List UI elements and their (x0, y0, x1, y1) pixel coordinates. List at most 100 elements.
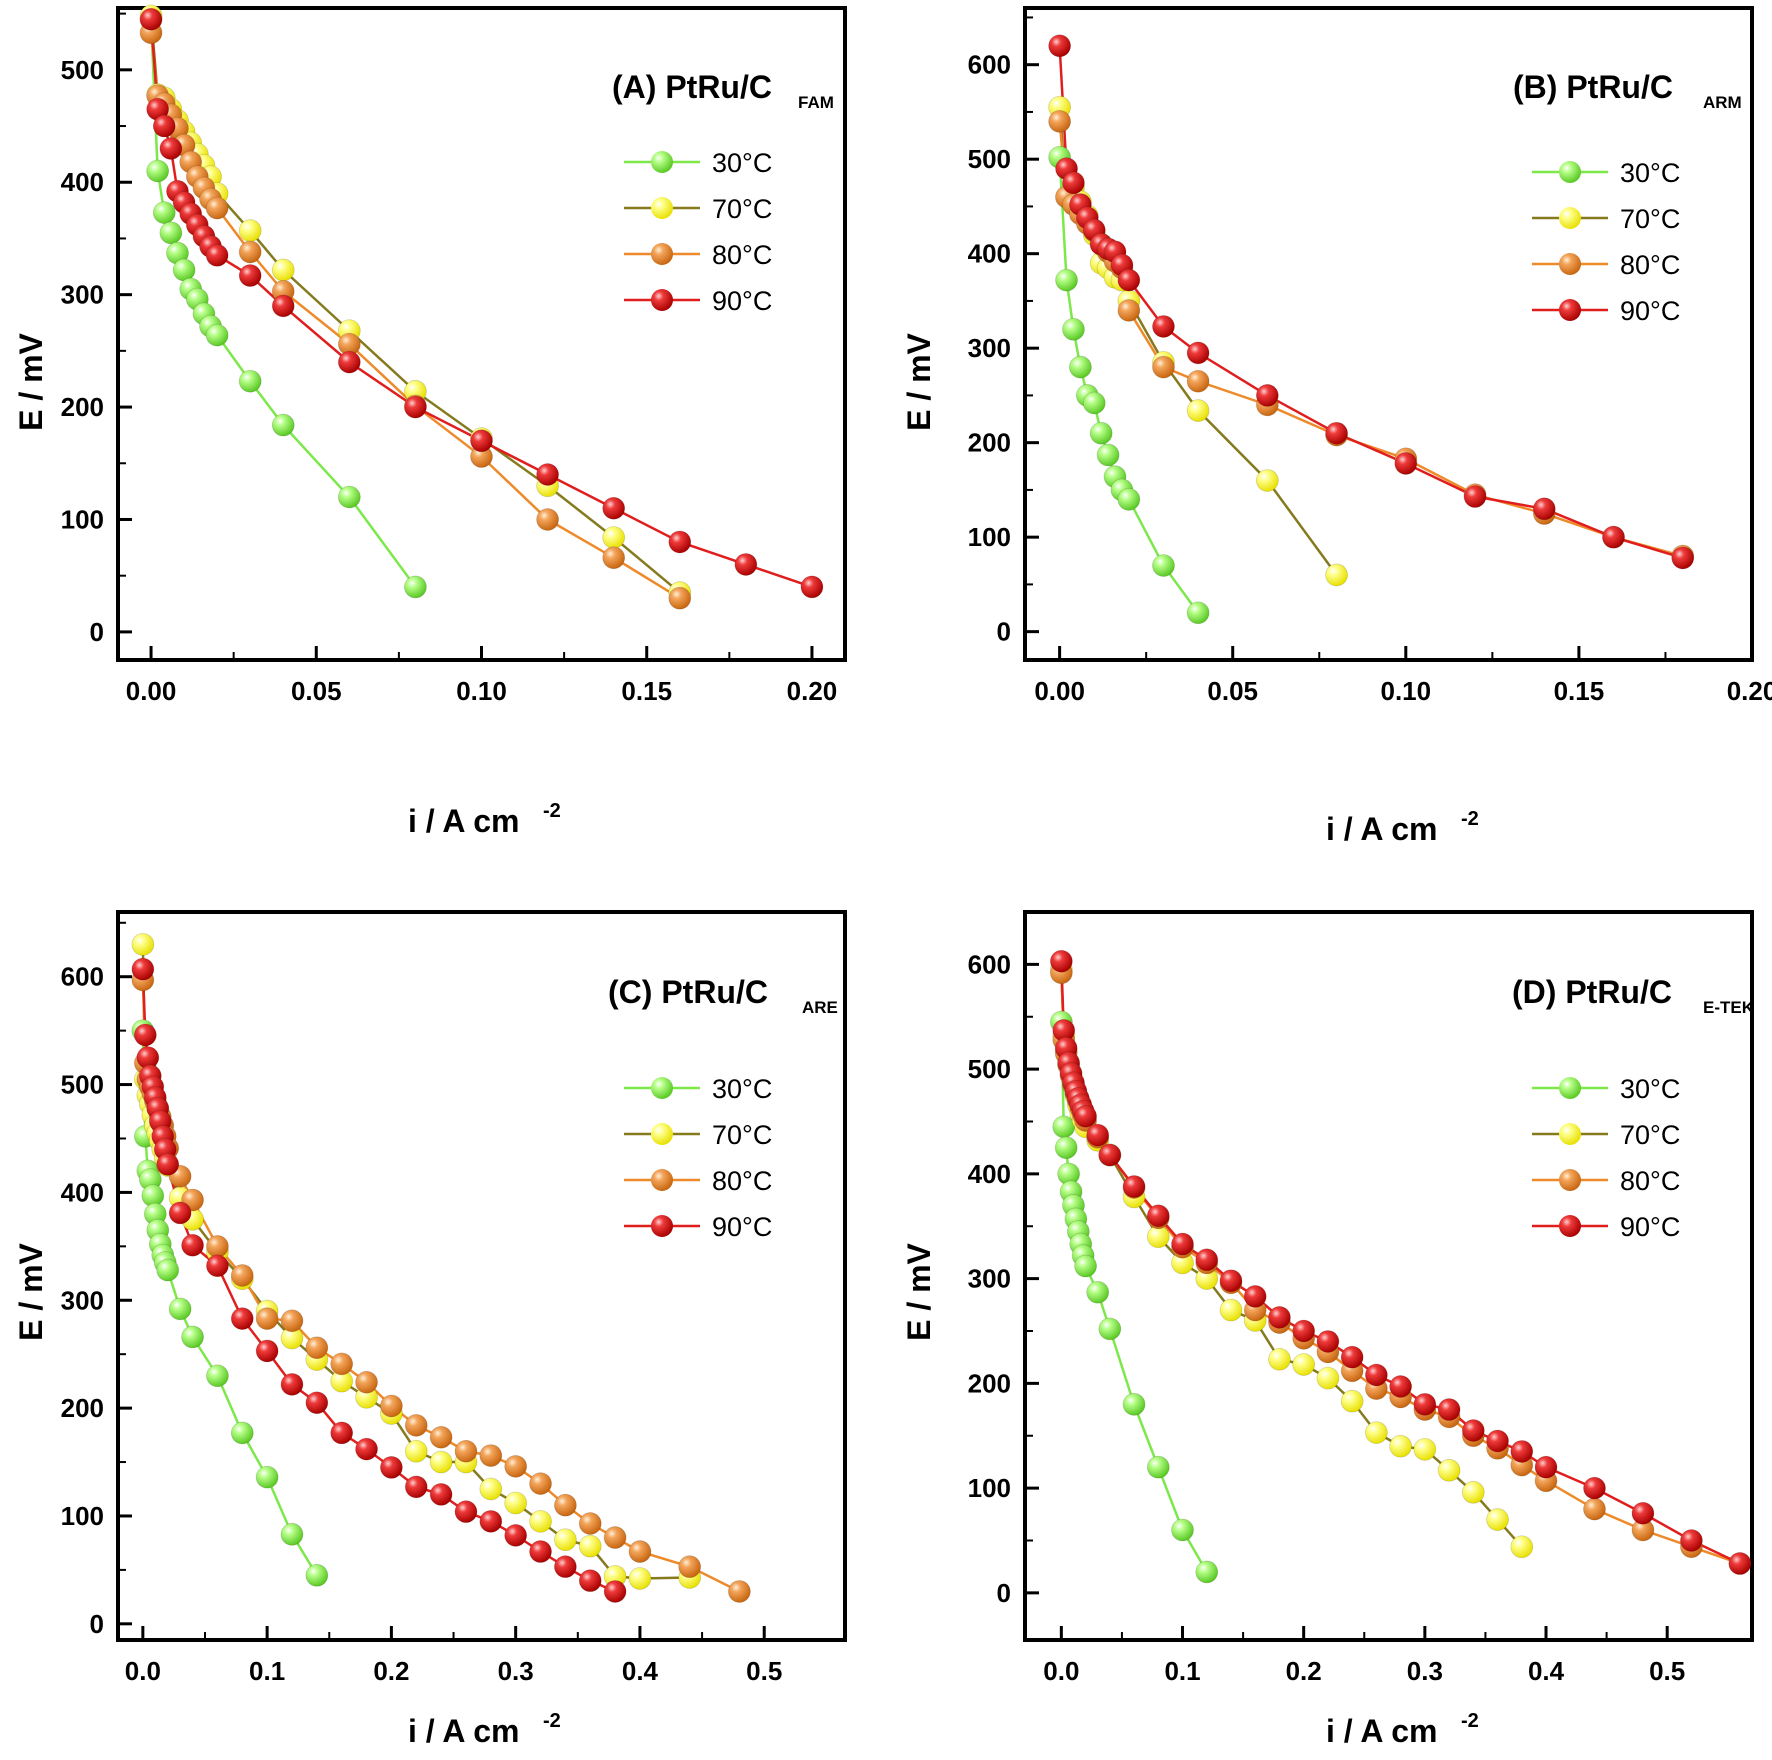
panel-c-legend-label-0: 30°C (712, 1074, 772, 1104)
panel-d-title-subscript: E-TEK (1703, 998, 1755, 1017)
panel-c-series-3-point (479, 1509, 503, 1533)
panel-c-series-2-point (230, 1264, 254, 1287)
panel-a-legend-label-1: 70°C (712, 194, 772, 224)
panel-c-series-3-point (380, 1456, 403, 1479)
panel-b-legend-marker-0 (1559, 161, 1581, 183)
panel-b-series-3-point (1394, 452, 1418, 475)
panel-c-series-1-point (628, 1567, 652, 1590)
panel-b-series-0-point (1117, 487, 1141, 511)
panel-a: (A) PtRu/C FAM i / A cm -2 E / mV 0.00 0.… (13, 4, 847, 839)
panel-d-y-tick-label: 400 (968, 1159, 1011, 1189)
panel-a-y-tick-label: 100 (61, 504, 104, 534)
panel-a-x-tick-label: 0.00 (126, 676, 177, 706)
panel-c-series-3-point (255, 1339, 279, 1363)
panel-c-series-2-point (404, 1413, 428, 1437)
panel-d-legend-marker-0 (1559, 1077, 1581, 1099)
panel-d-series-3-point (1680, 1529, 1703, 1552)
panel-d-title: (D) PtRu/C (1512, 974, 1672, 1010)
panel-c-series-0-point (156, 1258, 180, 1282)
panel-b-series-1-point (1325, 563, 1348, 587)
panel-d-y-tick-label: 300 (968, 1264, 1011, 1294)
panel-c-series-1-point (479, 1477, 503, 1501)
panel-a-series-3-point (238, 264, 262, 287)
panel-c-series-2-point (305, 1336, 329, 1360)
panel-c-series-1-point (578, 1534, 602, 1558)
panel-a-series-3-point (800, 575, 824, 599)
panel-d-series-1-point (1268, 1347, 1291, 1371)
panel-c-x-tick-label: 0.3 (498, 1656, 534, 1686)
panel-b-series-1-point (1186, 399, 1210, 422)
panel-a-y-tick-label: 400 (61, 167, 104, 197)
panel-d-series-3-point (1389, 1375, 1413, 1398)
panel-c-legend-marker-1 (651, 1123, 673, 1145)
panel-d-series-3-point (1413, 1392, 1437, 1416)
panel-b-series-3-point (1152, 315, 1175, 338)
panel-c-series-3-point (230, 1307, 254, 1331)
panel-c-legend-marker-0 (651, 1077, 673, 1099)
panel-d-series-0-point (1146, 1455, 1170, 1479)
panel-a-y-tick-label: 0 (90, 617, 104, 647)
panel-d-series-2-point (1583, 1497, 1606, 1521)
panel-d-series-1-point (1486, 1508, 1509, 1531)
panel-a-legend-label-0: 30°C (712, 148, 772, 178)
panel-d-series-1-point (1413, 1437, 1437, 1461)
panel-c-x-tick-label: 0.1 (249, 1656, 285, 1686)
panel-b-legend-label-2: 80°C (1620, 250, 1680, 280)
panel-b-series-3-point (1671, 546, 1695, 570)
panel-d-series-0-point (1054, 1136, 1078, 1160)
panel-d-x-tick-label: 0.5 (1649, 1656, 1685, 1686)
panel-c-series-0-point (255, 1465, 279, 1489)
panel-c-series-2-point (255, 1307, 279, 1331)
panel-b-ylabel: E / mV (901, 332, 937, 430)
panel-c-series-3-point (280, 1372, 304, 1396)
panel-d-legend-label-1: 70°C (1620, 1120, 1680, 1150)
panel-b-x-tick-label: 0.15 (1554, 676, 1605, 706)
panel-a-series-3-point (734, 553, 758, 576)
panel-d-series-3-point (1074, 1104, 1097, 1128)
panel-c-y-tick-label: 0 (90, 1609, 104, 1639)
panel-d-series-3-point (1437, 1398, 1461, 1421)
panel-b-series-0-point (1096, 443, 1120, 467)
panel-d-series-3-point (1583, 1476, 1606, 1500)
panel-a-series-3-point (152, 114, 176, 138)
panel-c-x-tick-label: 0.2 (373, 1656, 409, 1686)
panel-c-legend-label-3: 90°C (712, 1212, 772, 1242)
panel-d-legend-label-0: 30°C (1620, 1074, 1680, 1104)
panel-c-series-2-point (628, 1540, 652, 1563)
panel-d: (D) PtRu/C E-TEK i / A cm -2 E / mV 0.0 0… (901, 910, 1755, 1749)
panel-d-series-3-point (1340, 1345, 1364, 1369)
panel-b-series-3-point (1255, 384, 1279, 407)
panel-b-x-tick-label: 0.10 (1381, 676, 1432, 706)
panel-b-y-tick-label: 400 (968, 239, 1011, 269)
panel-c-legend-label-1: 70°C (712, 1120, 772, 1150)
panel-a-series-2-point (238, 240, 262, 264)
panel-d-x-tick-label: 0.2 (1286, 1656, 1322, 1686)
panel-b-legend-label-1: 70°C (1620, 204, 1680, 234)
panel-c-series-3-point (181, 1233, 204, 1257)
panel-d-plot-frame (1023, 910, 1754, 1642)
panel-c-y-tick-label: 100 (61, 1501, 104, 1531)
panel-a-y-tick-label: 200 (61, 392, 104, 422)
panel-c: (C) PtRu/C ARE i / A cm -2 E / mV 0.0 0.1… (13, 910, 847, 1749)
panel-b-title-subscript: ARM (1703, 93, 1742, 112)
panel-c-series-3-point (404, 1475, 428, 1499)
panel-d-series-1-point (1437, 1458, 1461, 1482)
panel-c-series-2-point (206, 1234, 229, 1258)
panel-c-series-3-point (133, 1023, 157, 1047)
panel-d-series-3-point (1534, 1455, 1558, 1479)
panel-c-y-tick-label: 500 (61, 1070, 104, 1100)
panel-b-x-tick-label: 0.05 (1207, 676, 1258, 706)
panel-c-series-2-point (330, 1352, 354, 1376)
panel-a-series-0-point (172, 258, 196, 282)
panel-c-series-0-point (230, 1421, 254, 1445)
panel-d-y-tick-label: 500 (968, 1054, 1011, 1084)
panel-c-y-tick-label: 600 (61, 962, 104, 992)
panel-c-series-1-point (529, 1509, 552, 1533)
panel-d-x-tick-label: 0.0 (1043, 1656, 1079, 1686)
panel-d-legend-label-3: 90°C (1620, 1212, 1680, 1242)
panel-c-legend-marker-2 (651, 1169, 673, 1191)
panel-d-xlabel: i / A cm (1326, 1713, 1437, 1749)
panel-a-series-3-point (205, 243, 229, 267)
panel-b-y-tick-label: 100 (968, 522, 1011, 552)
panel-a-series-3-point (470, 429, 493, 453)
